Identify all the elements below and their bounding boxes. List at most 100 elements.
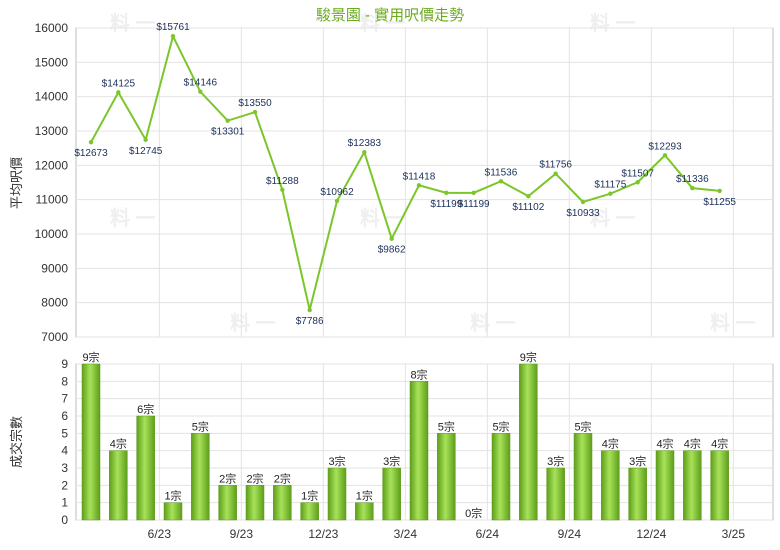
volume-panel: 0 1 2 3 4 5 6 7 8 9 6/23 9/23 12/23 3/24 6/24 9/24 12/24… [61,350,774,541]
volume-bar [519,363,538,521]
volume-bar [109,450,128,521]
volume-bar [628,467,647,521]
price-data-label: $11175 [594,180,626,191]
price-point [362,149,367,155]
volume-bar [136,415,155,521]
volume-bar-label: 5宗 [574,419,591,433]
price-point [116,90,121,95]
svg-text:料 一: 料 一 [590,12,636,35]
volume-y-tick-label: 9 [61,357,68,371]
volume-bar [710,450,729,521]
volume-bar-label: 0宗 [465,506,482,520]
price-point [198,89,203,94]
volume-bar [191,433,210,521]
x-tick-label: 9/24 [558,527,582,541]
volume-bar [683,450,702,521]
volume-bar-label: 5宗 [438,419,455,433]
price-point [471,190,476,196]
price-data-label: $11536 [485,167,518,178]
price-data-label: $7786 [296,316,324,327]
price-y-tick-label: 16000 [35,21,69,35]
price-data-label: $11199 [430,199,462,210]
volume-bar-label: 2宗 [246,471,263,485]
price-data-label: $12383 [348,138,382,149]
x-tick-label: 6/24 [476,527,500,541]
price-y-tick-label: 13000 [35,124,69,138]
volume-bar [81,363,101,521]
svg-text:料 一: 料 一 [230,312,276,335]
price-point [252,109,258,115]
volume-bar-label: 1宗 [164,489,181,503]
x-tick-label: 3/24 [394,527,418,541]
price-data-label: $11199 [458,199,490,210]
volume-bar-label: 2宗 [274,471,291,485]
price-series-line [90,33,720,311]
volume-bar [218,485,237,521]
price-point [553,171,558,176]
price-data-label: $12293 [648,141,682,152]
volume-bar [382,467,401,521]
volume-bar-label: 4宗 [711,437,728,451]
price-data-label: $15761 [156,22,190,33]
price-point [580,199,586,205]
price-point [143,137,148,142]
volume-y-tick-label: 3 [61,461,68,475]
volume-y-tick-label: 2 [61,478,68,492]
volume-bar-label: 9宗 [520,350,537,364]
volume-bar-label: 1宗 [301,489,318,503]
volume-bar-label: 3宗 [328,454,345,468]
price-point [225,118,230,123]
price-data-label: $13301 [211,127,245,138]
volume-bar [273,485,292,521]
svg-text:料 一: 料 一 [110,12,156,35]
price-data-label: $11336 [676,174,709,185]
volume-bar [163,502,183,521]
price-y-tick-label: 12000 [35,158,69,172]
price-plot-frame [75,27,774,338]
volume-y-tick-label: 5 [61,426,68,440]
volume-bar-label: 2宗 [219,471,236,485]
volume-bar-label: 4宗 [684,437,701,451]
volume-y-tick-label: 6 [61,409,68,423]
volume-bar-label: 5宗 [492,419,509,433]
volume-y-tick-label: 7 [61,392,68,406]
price-data-label: $13550 [238,98,272,109]
volume-bar-label: 4宗 [656,437,673,451]
volume-y-tick-label: 0 [61,513,68,527]
svg-text:料 一: 料 一 [360,207,406,230]
volume-y-tick-label: 4 [61,444,68,458]
volume-y-tick-label: 1 [61,496,68,510]
price-point [416,183,422,188]
price-point [389,236,394,241]
volume-y-axis-label: 成交宗數 [9,416,24,468]
price-point [170,34,176,39]
price-point [334,198,340,204]
price-data-label: $11756 [539,160,572,171]
x-tick-label: 3/25 [722,527,746,541]
price-point [526,193,531,199]
svg-text:料 一: 料 一 [590,207,636,230]
volume-bar-label: 4宗 [602,437,619,451]
price-data-label: $11288 [266,176,299,187]
price-point [444,190,449,196]
volume-bar [491,433,511,521]
price-y-axis-label: 平均呎價 [9,157,24,209]
volume-bar [300,502,319,521]
price-data-label: $10962 [320,187,354,198]
price-y-tick-label: 7000 [41,330,68,344]
price-point [307,307,312,313]
volume-bar [546,467,565,521]
volume-bar [245,485,265,521]
price-data-label: $11507 [621,168,654,179]
volume-bar [655,450,675,521]
price-data-label: $9862 [378,245,406,256]
price-point [662,153,668,158]
volume-bar-label: 3宗 [383,454,400,468]
price-point [690,185,695,191]
svg-text:料 一: 料 一 [360,12,406,35]
svg-text:料 一: 料 一 [710,312,756,335]
price-y-tick-label: 15000 [35,55,69,69]
price-point [635,180,640,185]
price-data-label: $11418 [403,171,436,182]
